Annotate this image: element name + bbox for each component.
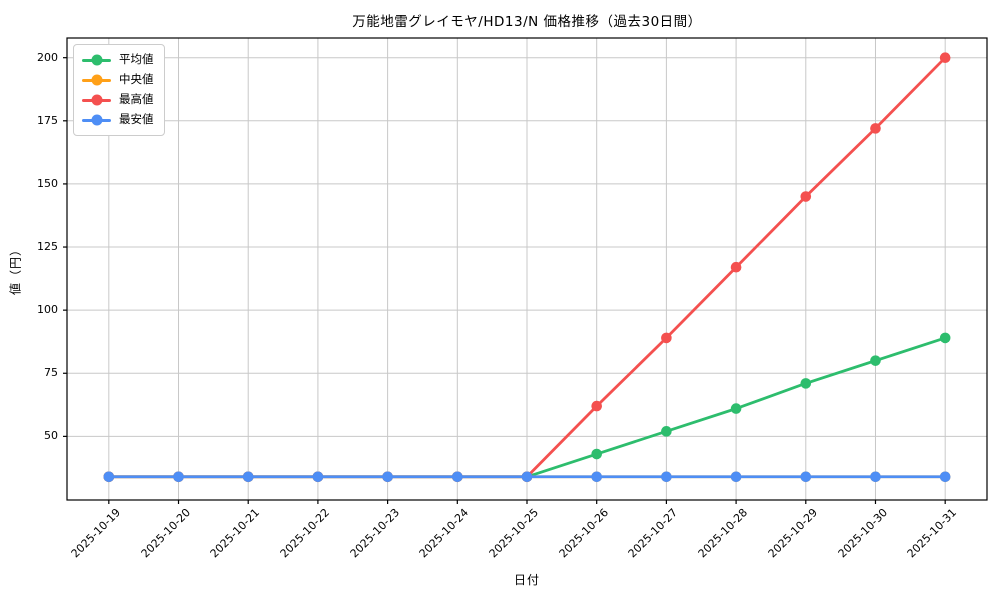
data-point-lowest [591,471,602,483]
data-point-lowest [800,471,812,483]
legend-dot-marker [91,94,102,106]
legend-label: 最高値 [119,92,154,107]
data-point-lowest [521,471,533,483]
y-tick-label: 75 [44,366,58,380]
data-point-highest [661,332,672,344]
data-point-average [939,332,951,344]
y-tick-label: 150 [37,176,58,190]
data-point-highest [591,400,602,412]
data-point-highest [939,52,951,63]
legend-dot-marker [91,114,102,126]
data-point-average [730,403,742,414]
legend-line-marker [82,94,111,106]
legend-item-highest: 最高値 [82,90,154,110]
y-tick-label: 175 [37,113,58,127]
legend-item-median: 中央値 [82,70,154,90]
data-point-highest [800,191,812,202]
legend-label: 最安値 [119,112,154,127]
data-point-lowest [939,471,951,483]
data-point-lowest [661,471,672,483]
legend: 平均値中央値最高値最安値 [73,44,165,136]
data-point-highest [730,261,742,273]
data-point-lowest [312,471,324,483]
legend-line-marker [82,54,111,66]
data-point-lowest [103,471,115,483]
legend-label: 中央値 [119,72,154,87]
legend-dot-marker [91,74,102,86]
legend-item-average: 平均値 [82,50,154,70]
y-tick-label: 125 [37,240,58,254]
legend-label: 平均値 [119,52,154,67]
y-tick-label: 100 [37,303,58,317]
data-point-lowest [173,471,184,483]
legend-dot-marker [91,54,102,66]
y-tick-label: 50 [44,429,58,443]
data-point-average [591,448,602,460]
data-point-lowest [452,471,463,483]
data-point-average [870,355,881,366]
legend-line-marker [82,114,111,126]
data-point-lowest [382,471,393,483]
data-point-average [800,378,812,389]
x-axis-label: 日付 [513,573,540,587]
data-point-lowest [730,471,742,483]
legend-item-lowest: 最安値 [82,110,154,130]
y-tick-label: 200 [37,50,58,64]
chart-title: 万能地雷グレイモヤ/HD13/N 価格推移（過去30日間） [352,14,702,30]
legend-line-marker [82,74,111,86]
data-point-lowest [870,471,881,483]
data-point-average [661,426,672,437]
data-point-highest [870,123,881,134]
data-point-lowest [242,471,254,483]
